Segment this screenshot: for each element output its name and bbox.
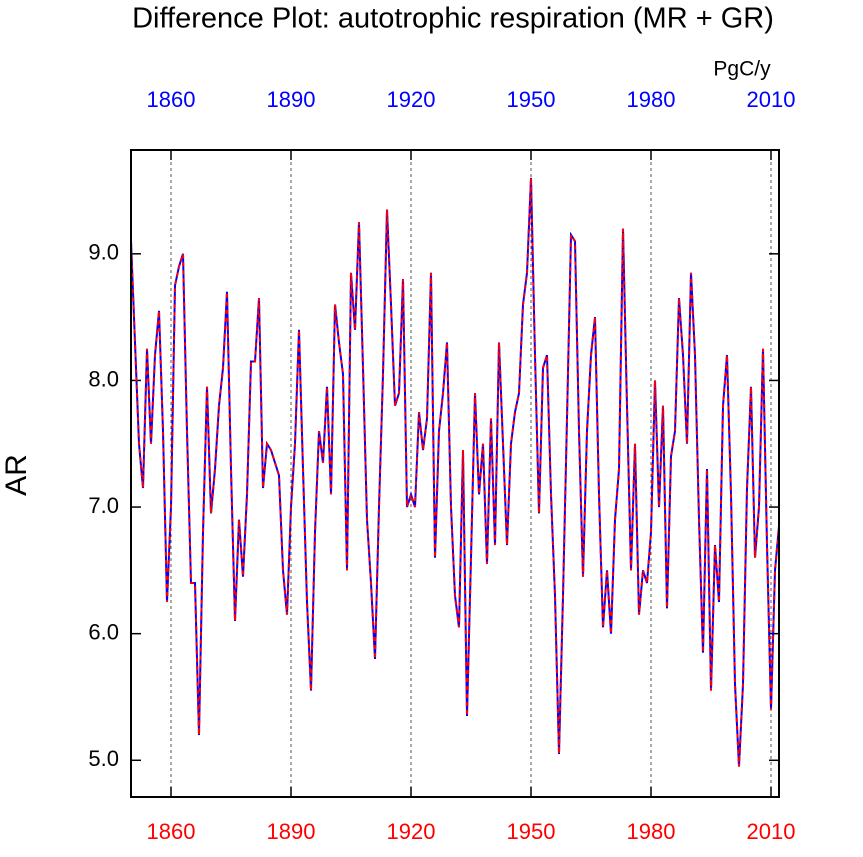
x-tick-label: 2010 bbox=[747, 819, 796, 844]
series-line bbox=[130, 177, 780, 767]
plot-frame bbox=[130, 149, 780, 798]
y-tick-label: 5.0 bbox=[88, 746, 119, 771]
x-tick-label-top: 1860 bbox=[147, 87, 196, 112]
x-tick-label-top: 1980 bbox=[627, 87, 676, 112]
y-tick-label: 6.0 bbox=[88, 619, 119, 644]
x-tick-label: 1920 bbox=[387, 819, 436, 844]
x-tick-label-top: 1920 bbox=[387, 87, 436, 112]
chart-title: Difference Plot: autotrophic respiration… bbox=[132, 3, 774, 35]
y-tick-label: 9.0 bbox=[88, 240, 119, 265]
x-tick-label: 1980 bbox=[627, 819, 676, 844]
y-tick-label: 7.0 bbox=[88, 493, 119, 518]
y-tick-label: 8.0 bbox=[88, 366, 119, 391]
x-tick-label: 1860 bbox=[147, 819, 196, 844]
series-line bbox=[130, 177, 780, 767]
x-tick-label-top: 1950 bbox=[507, 87, 556, 112]
x-tick-label-top: 2010 bbox=[747, 87, 796, 112]
x-tick-label-top: 1890 bbox=[267, 87, 316, 112]
x-tick-label: 1950 bbox=[507, 819, 556, 844]
y-axis-label: AR bbox=[0, 454, 33, 496]
units-label: PgC/y bbox=[713, 58, 771, 81]
x-tick-label: 1890 bbox=[267, 819, 316, 844]
